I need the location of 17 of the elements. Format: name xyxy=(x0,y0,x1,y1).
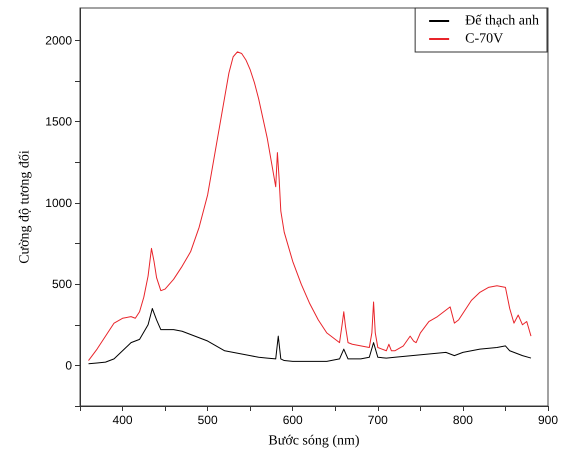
x-tick-label: 900 xyxy=(538,413,558,427)
x-axis-title: Bước sóng (nm) xyxy=(268,434,360,448)
x-tick-label: 800 xyxy=(452,413,474,427)
y-tick-label: 500 xyxy=(52,277,72,292)
y-tick-label: 2000 xyxy=(45,33,72,48)
legend-label: Đế thạch anh xyxy=(465,14,540,28)
line-series xyxy=(88,308,532,364)
y-tick-label: 0 xyxy=(65,358,72,372)
line-series xyxy=(88,51,532,362)
x-tick-label: 400 xyxy=(112,413,133,427)
y-tick-label: 1000 xyxy=(45,196,72,210)
x-tick-label: 700 xyxy=(368,413,388,427)
x-tick-label: 600 xyxy=(282,413,304,427)
y-axis-title: Cường độ tương đối xyxy=(18,150,32,264)
x-tick-label: 500 xyxy=(198,413,218,427)
legend-label: C-70V xyxy=(465,32,504,46)
y-tick-label: 1500 xyxy=(45,114,72,129)
